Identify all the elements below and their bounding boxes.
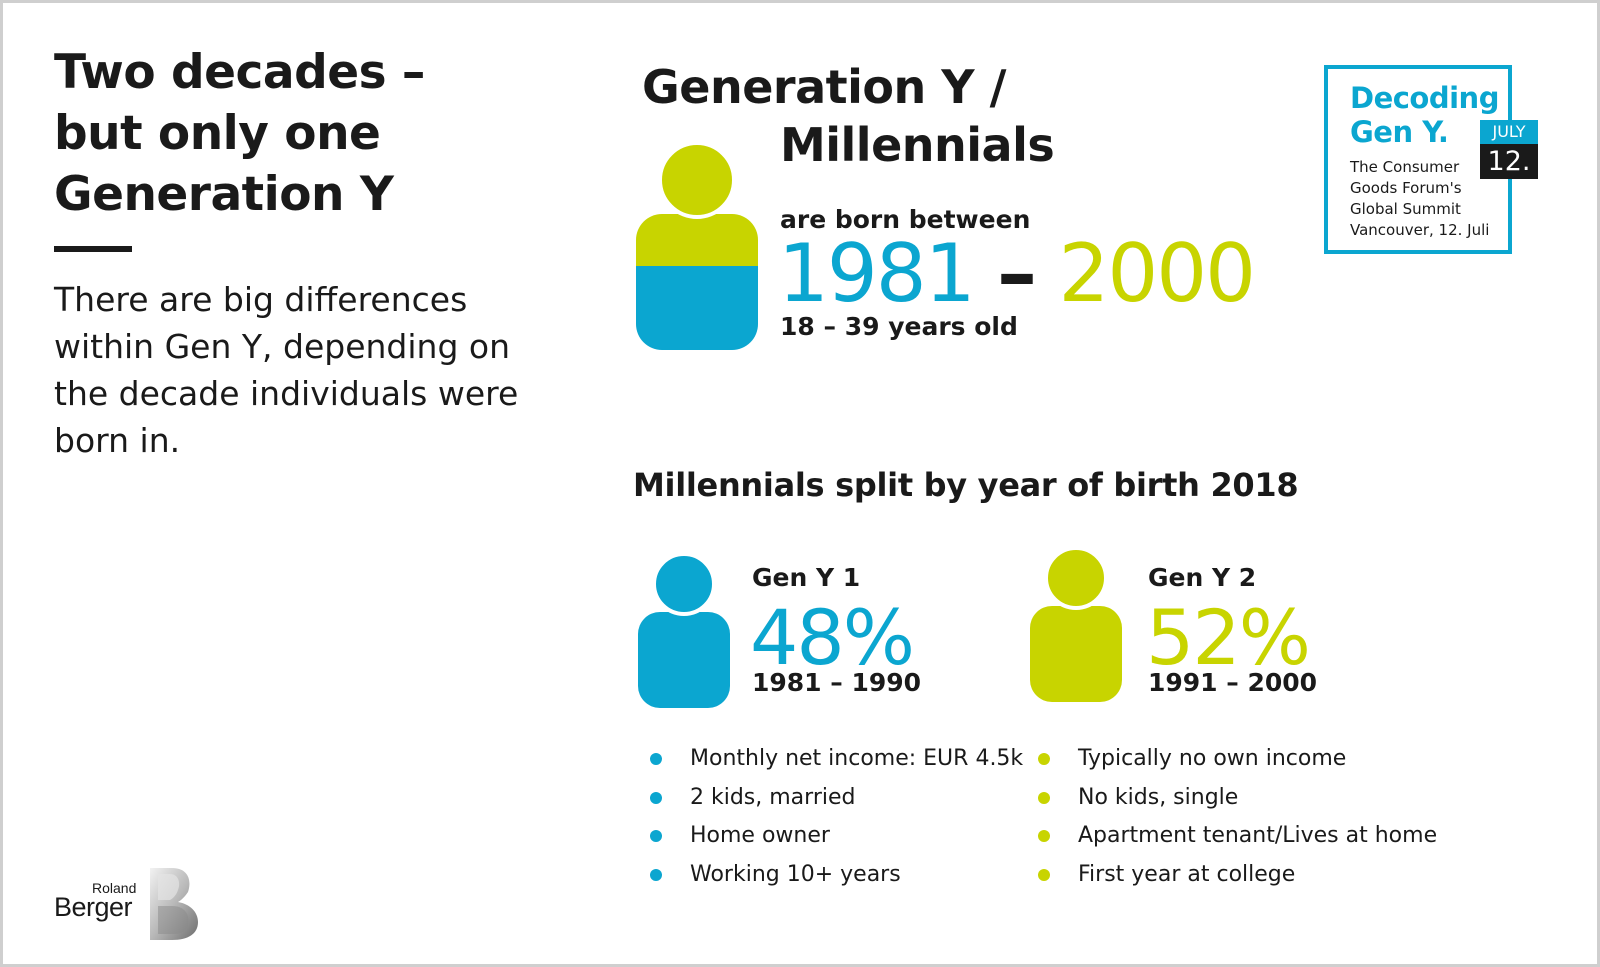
- year-end: 2000: [1058, 227, 1256, 320]
- person-icon: [636, 144, 758, 350]
- page-title: Two decades – but only one Generation Y: [54, 45, 425, 222]
- list-item: Home owner: [650, 821, 1023, 860]
- list-item: Typically no own income: [1038, 744, 1437, 783]
- gen-y1-traits: Monthly net income: EUR 4.5k 2 kids, mar…: [650, 744, 1023, 898]
- list-item: 2 kids, married: [650, 783, 1023, 822]
- person-icon: [638, 556, 730, 708]
- gen-y2-range: 1991 – 2000: [1148, 668, 1318, 697]
- bullet-dot: [650, 791, 662, 804]
- born-between-label: are born between: [780, 205, 1031, 234]
- gen-y2-percent: 52%: [1146, 593, 1311, 682]
- logo-line2: Berger: [54, 892, 133, 922]
- list-item: No kids, single: [1038, 783, 1437, 822]
- title-divider: [54, 246, 132, 252]
- trait-text: First year at college: [1078, 861, 1296, 887]
- bullet-dot: [650, 868, 662, 881]
- bullet-dot: [650, 753, 662, 765]
- logo-line1: Roland: [92, 880, 137, 896]
- bullet-dot: [1038, 868, 1050, 881]
- gen-y1-percent: 48%: [750, 593, 915, 682]
- badge-line4: Vancouver, 12. Juli: [1350, 221, 1490, 239]
- bullet-dot: [650, 830, 662, 842]
- split-title: Millennials split by year of birth 2018: [633, 466, 1299, 504]
- badge-description: The Consumer Goods Forum's Global Summit…: [1350, 157, 1489, 241]
- bullet-dot: [1038, 753, 1050, 765]
- trait-text: 2 kids, married: [690, 784, 856, 810]
- intro-text: There are big differences within Gen Y, …: [54, 280, 519, 460]
- list-item: Monthly net income: EUR 4.5k: [650, 744, 1023, 783]
- badge-month: JULY: [1480, 120, 1538, 144]
- trait-text: No kids, single: [1078, 784, 1239, 810]
- gen-y1-range: 1981 – 1990: [752, 668, 922, 697]
- roland-berger-logo-icon: [150, 868, 198, 940]
- list-item: First year at college: [1038, 860, 1437, 899]
- person-icon: [1030, 550, 1122, 702]
- badge-line2: Goods Forum's: [1350, 179, 1462, 197]
- event-badge: Decoding Gen Y. The Consumer Goods Forum…: [1324, 65, 1512, 254]
- generation-title-line1: Generation Y /: [642, 60, 1006, 114]
- badge-title: Decoding Gen Y.: [1350, 81, 1499, 149]
- badge-line1: The Consumer: [1350, 158, 1460, 176]
- list-item: Apartment tenant/Lives at home: [1038, 821, 1437, 860]
- trait-text: Typically no own income: [1078, 746, 1347, 771]
- birth-year-range: 1981 – 2000: [778, 227, 1256, 320]
- list-item: Working 10+ years: [650, 860, 1023, 899]
- generation-title-line2: Millennials: [780, 118, 1055, 172]
- gen-y2-traits: Typically no own income No kids, single …: [1038, 744, 1437, 898]
- badge-title-line2: Gen Y.: [1350, 115, 1449, 149]
- badge-line3: Global Summit: [1350, 200, 1461, 218]
- badge-title-line1: Decoding: [1350, 81, 1499, 115]
- year-start: 1981: [778, 227, 976, 320]
- age-range: 18 – 39 years old: [780, 312, 1018, 341]
- bullet-dot: [1038, 830, 1050, 842]
- trait-text: Monthly net income: EUR 4.5k: [690, 746, 1024, 771]
- trait-text: Working 10+ years: [690, 861, 901, 887]
- badge-day: 12.: [1480, 144, 1538, 179]
- bullet-dot: [1038, 791, 1050, 804]
- gen-y1-name: Gen Y 1: [752, 563, 861, 592]
- trait-text: Home owner: [690, 823, 830, 848]
- year-separator: –: [997, 227, 1037, 320]
- gen-y2-name: Gen Y 2: [1148, 563, 1257, 592]
- trait-text: Apartment tenant/Lives at home: [1078, 823, 1438, 848]
